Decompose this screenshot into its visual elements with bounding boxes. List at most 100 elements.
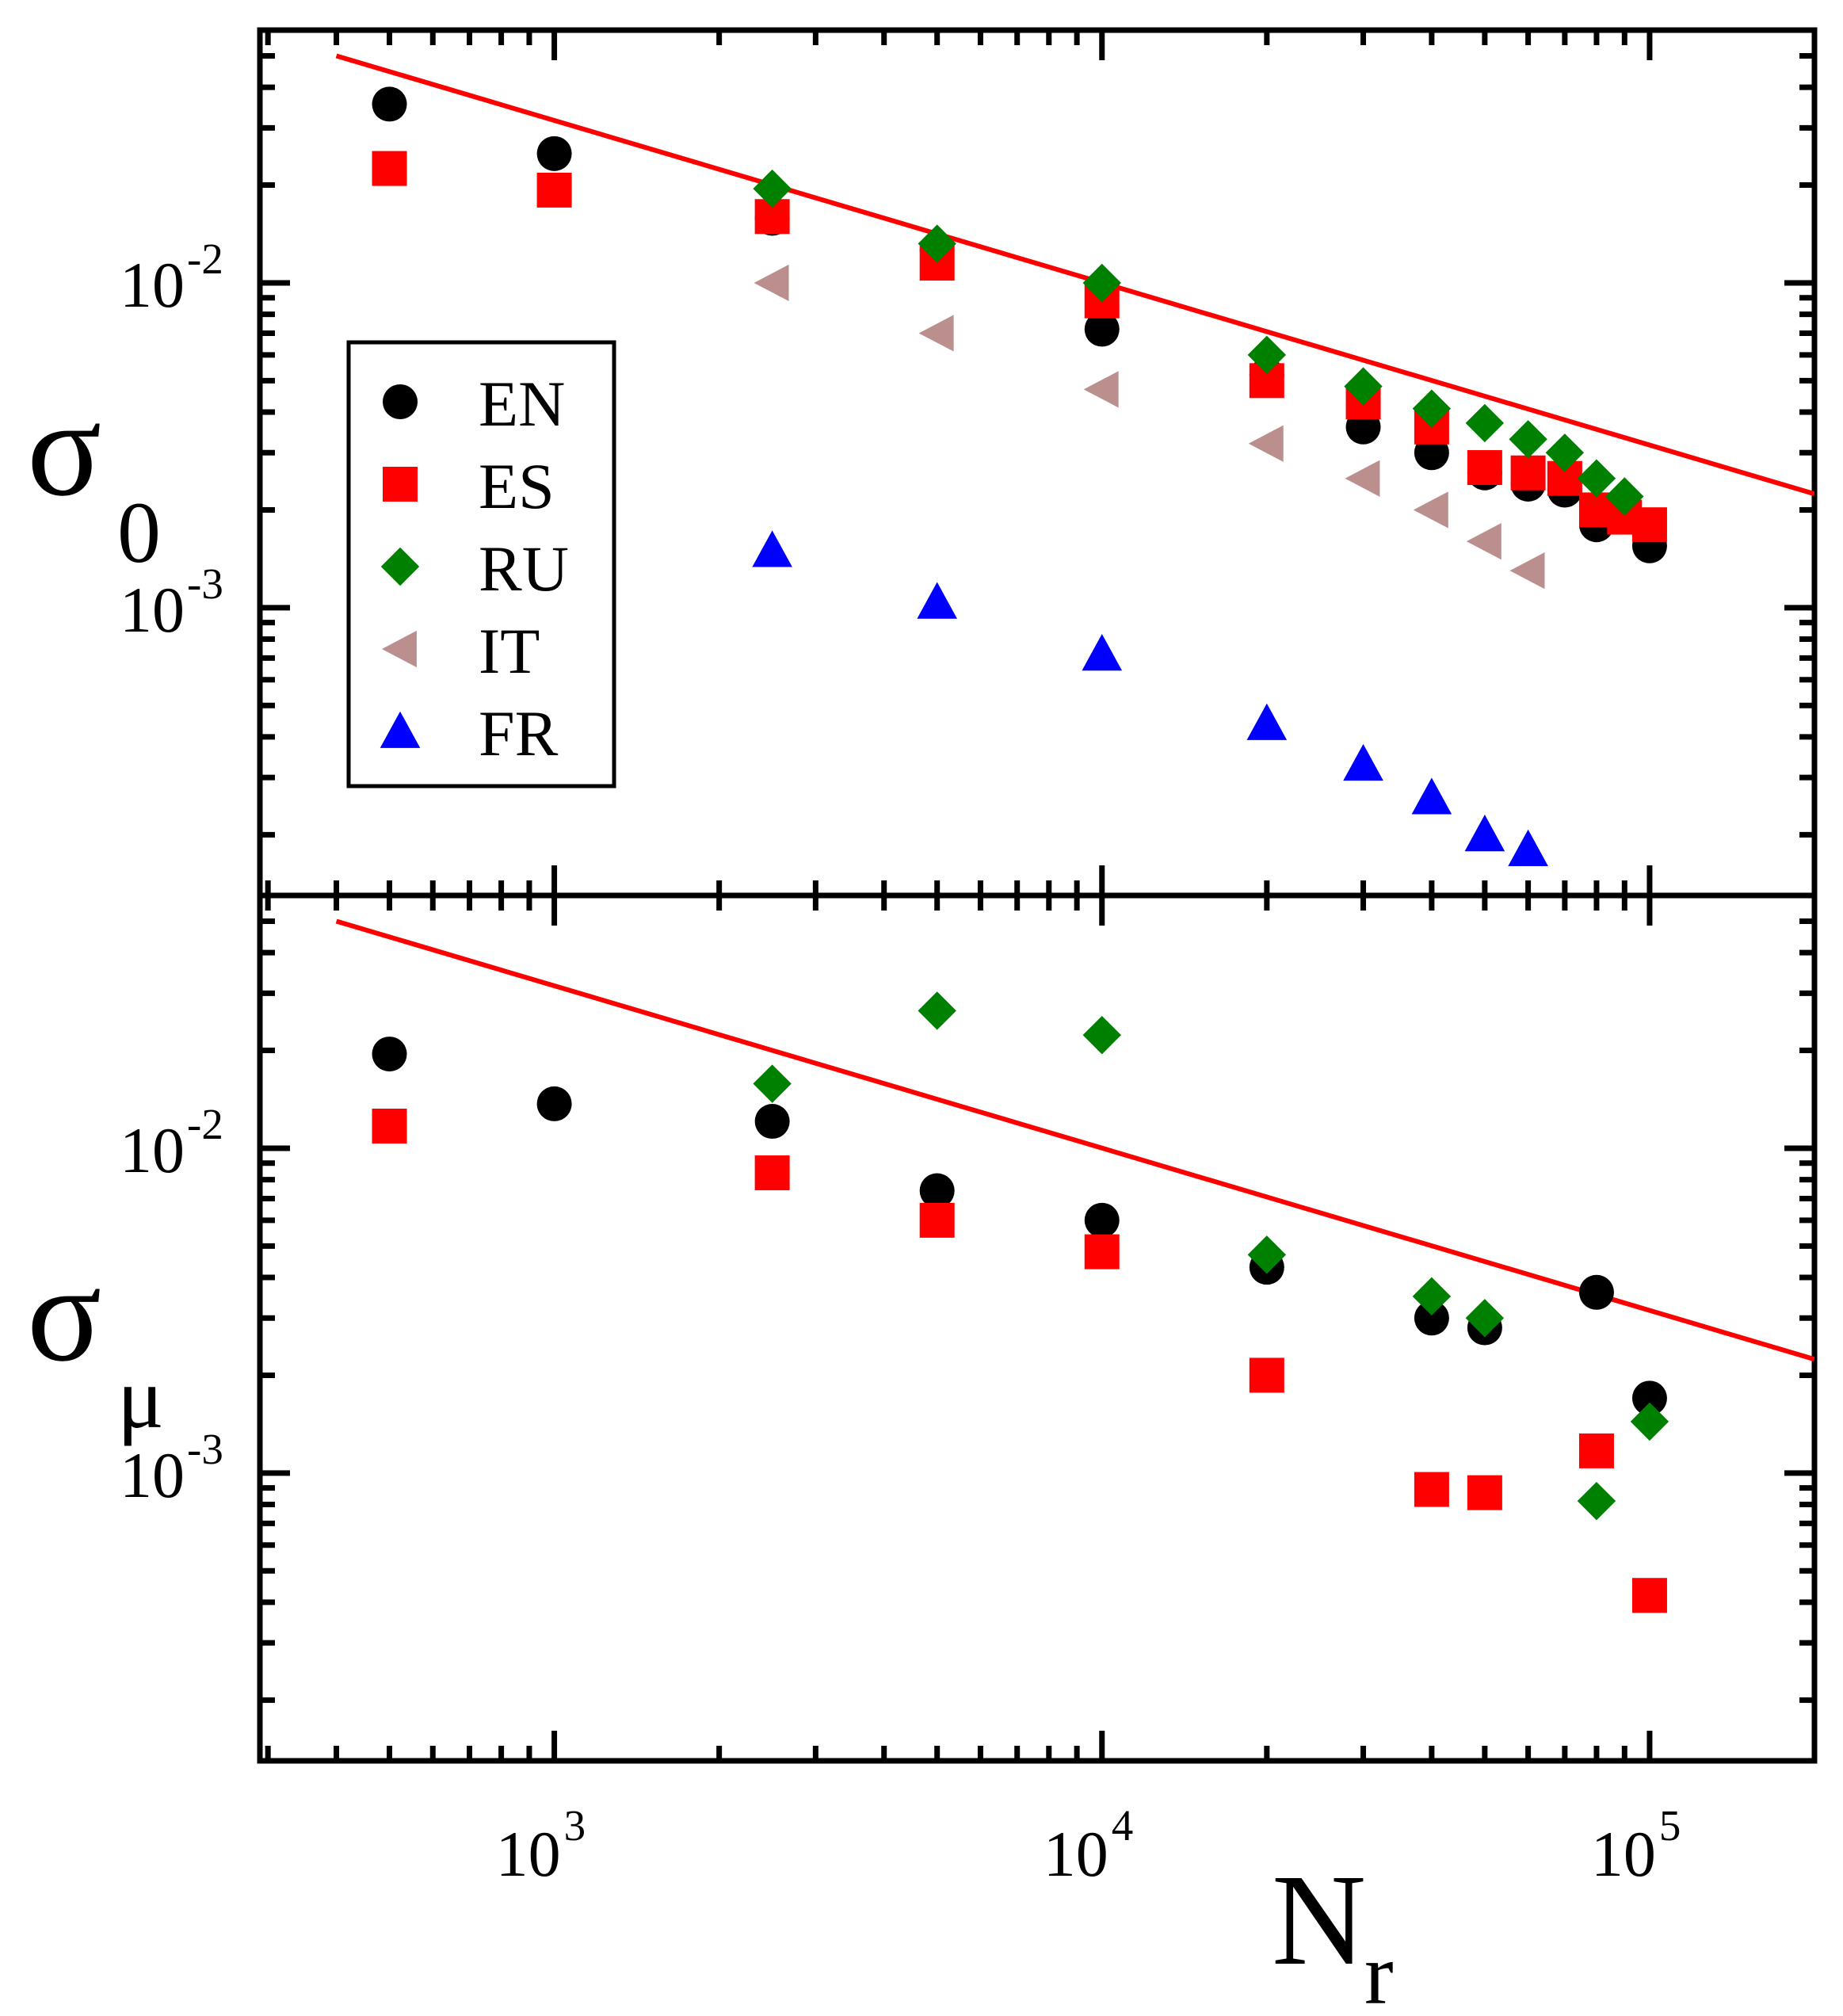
- data-point-es: [1631, 507, 1667, 543]
- bottom-y-axis-label: σ: [27, 1236, 101, 1390]
- data-point-fr: [1464, 815, 1505, 852]
- data-point-es: [1249, 1357, 1284, 1393]
- bottom-y-tick-exponent: -2: [187, 1100, 223, 1148]
- data-point-ru: [918, 991, 956, 1030]
- legend-label-es: ES: [479, 450, 555, 522]
- plot-frames: [257, 27, 1818, 1764]
- data-point-ru: [1082, 263, 1121, 303]
- bottom-plot-frame: [257, 892, 1818, 1764]
- legend-label-fr: FR: [479, 697, 559, 769]
- data-point-it: [918, 315, 954, 352]
- data-point-es: [1084, 1234, 1120, 1270]
- x-tick-label: 10: [1044, 1818, 1108, 1890]
- bottom-data-area: [335, 918, 1814, 1613]
- top-data-area: [335, 53, 1814, 866]
- data-point-en: [1084, 311, 1120, 347]
- data-point-ru: [1247, 335, 1287, 375]
- legend-marker-en: [383, 384, 418, 419]
- data-point-ru: [1630, 1402, 1669, 1441]
- data-point-ru: [753, 169, 792, 208]
- data-point-ru: [1577, 459, 1616, 498]
- data-point-it: [754, 264, 789, 302]
- x-tick-label: 10: [1591, 1818, 1656, 1890]
- data-point-fr: [917, 582, 957, 619]
- bottom-y-axis-label-subscript: μ: [117, 1350, 164, 1446]
- x-tick-label: 10: [496, 1818, 561, 1890]
- data-point-en: [536, 1086, 572, 1121]
- data-point-ru: [1465, 1299, 1505, 1338]
- data-point-es: [1578, 1433, 1614, 1468]
- bottom-panel: [260, 892, 1818, 1761]
- data-point-ru: [1412, 389, 1452, 428]
- data-point-it: [1466, 523, 1501, 560]
- data-point-it: [1345, 460, 1380, 497]
- data-point-fr: [752, 530, 792, 567]
- legend-marker-es: [383, 467, 418, 502]
- legend-label-en: EN: [479, 368, 565, 440]
- legend-marker-ru: [380, 547, 420, 586]
- top-y-tick-exponent: -2: [187, 235, 223, 283]
- top-y-axis-label: σ: [27, 371, 101, 525]
- data-point-en: [1084, 1202, 1120, 1238]
- data-point-es: [919, 1202, 955, 1238]
- data-point-ru: [1465, 403, 1505, 443]
- x-axis-label: N: [1272, 1847, 1366, 1992]
- data-point-es: [754, 1155, 790, 1190]
- data-point-ru: [1545, 433, 1585, 472]
- bottom-fit-line: [335, 918, 1814, 1362]
- data-point-fr: [1343, 743, 1383, 781]
- x-tick-exponent: 5: [1659, 1801, 1681, 1850]
- top-y-axis-label-subscript: 0: [117, 484, 161, 581]
- data-point-es: [1414, 1472, 1449, 1507]
- legend-marker-fr: [380, 711, 421, 748]
- data-point-ru: [1344, 367, 1383, 406]
- data-point-ru: [918, 224, 956, 263]
- data-point-es: [372, 151, 407, 186]
- data-point-ru: [1247, 1235, 1287, 1274]
- data-point-es: [536, 172, 572, 208]
- data-point-en: [1578, 1274, 1614, 1310]
- data-point-it: [1083, 371, 1119, 408]
- top-panel: [260, 27, 1818, 895]
- data-point-en: [919, 1173, 955, 1208]
- data-point-fr: [1082, 634, 1123, 671]
- bottom-series-es: [372, 1108, 1667, 1613]
- legend-label-it: IT: [479, 615, 540, 687]
- data-point-fr: [1411, 777, 1452, 815]
- data-point-it: [1509, 552, 1545, 590]
- legend: EN ES RU IT FR: [346, 340, 616, 788]
- data-point-fr: [1508, 829, 1548, 866]
- top-series-it: [754, 264, 1545, 590]
- top-y-tick-label: 10: [120, 574, 185, 646]
- data-point-en: [372, 86, 407, 122]
- top-y-tick-exponent: -3: [187, 559, 223, 608]
- top-fit-line: [335, 53, 1814, 497]
- x-tick-exponent: 3: [564, 1801, 586, 1850]
- data-point-es: [1510, 455, 1546, 491]
- data-point-it: [1248, 425, 1284, 462]
- data-point-ru: [1605, 477, 1644, 516]
- data-point-es: [1467, 1475, 1502, 1510]
- legend-label-ru: RU: [479, 533, 569, 605]
- data-point-es: [1467, 450, 1502, 486]
- data-point-fr: [1246, 703, 1288, 740]
- data-point-es: [372, 1108, 407, 1144]
- data-point-en: [1631, 1380, 1667, 1416]
- data-point-en: [1414, 1300, 1449, 1336]
- top-y-tick-label: 10: [120, 249, 185, 321]
- data-point-ru: [1509, 420, 1547, 459]
- top-series-fr: [752, 530, 1548, 866]
- data-point-en: [372, 1037, 407, 1072]
- bottom-y-tick-label: 10: [120, 1439, 185, 1511]
- x-axis-label-subscript: r: [1364, 1926, 1394, 2016]
- bottom-y-tick-label: 10: [120, 1114, 185, 1186]
- x-tick-exponent: 4: [1112, 1801, 1134, 1850]
- data-point-ru: [1082, 1015, 1121, 1055]
- data-point-en: [754, 1104, 790, 1140]
- data-point-it: [1413, 491, 1448, 529]
- bottom-y-tick-exponent: -3: [187, 1425, 223, 1473]
- legend-marker-it: [381, 630, 417, 668]
- data-point-en: [536, 136, 572, 171]
- top-series-ru: [753, 169, 1644, 516]
